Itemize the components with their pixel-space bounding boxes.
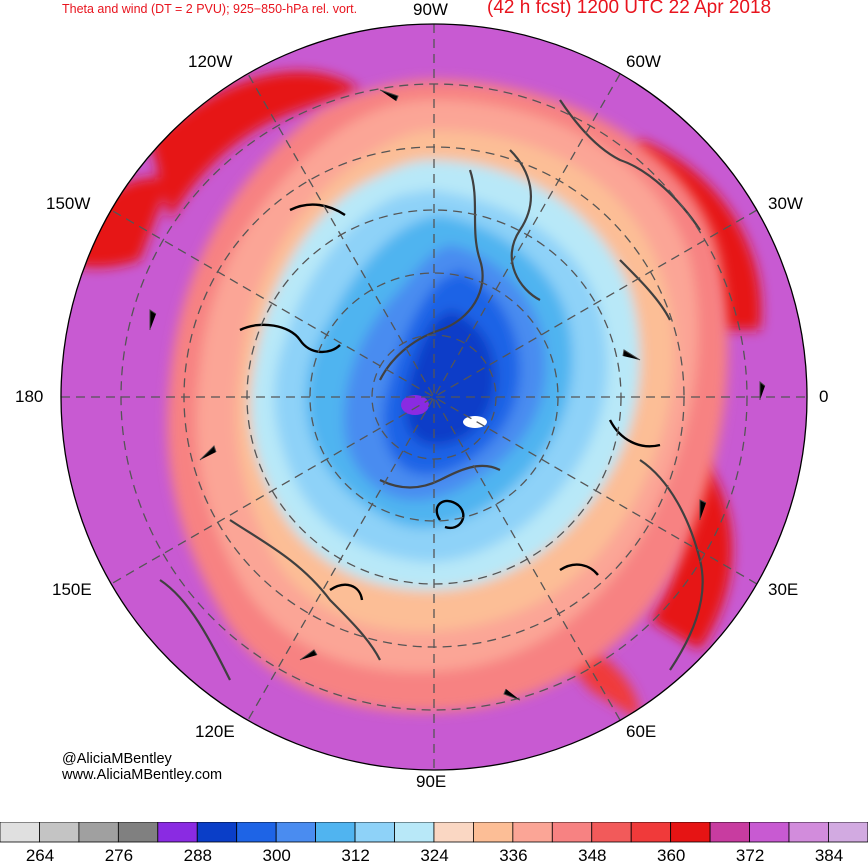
meridian [247, 73, 621, 721]
wind-barb [149, 309, 157, 330]
coastline-segment [509, 149, 541, 301]
meridian [247, 73, 621, 721]
vorticity-contour [329, 583, 364, 601]
colorbar-label: 264 [25, 846, 55, 865]
colorbar-swatch [670, 822, 711, 843]
credit-handle: @AliciaMBentley [62, 751, 172, 767]
colorbar-swatch [157, 822, 198, 843]
colorbar-swatch [315, 822, 356, 843]
colorbar-swatch [828, 822, 868, 843]
colorbar-label: 336 [499, 846, 528, 865]
vorticity-contour [608, 419, 661, 448]
colorbar-swatch [78, 822, 119, 843]
colorbar-label: 300 [262, 846, 291, 865]
colorbar-label: 276 [104, 846, 134, 865]
colorbar-swatch [749, 822, 790, 843]
colorbar-swatch [236, 822, 277, 843]
colorbar-swatch [630, 822, 672, 843]
vorticity-contour [559, 563, 599, 576]
wind-barb [622, 349, 641, 361]
wind-barb [299, 649, 318, 661]
colorbar-label: 360 [657, 846, 686, 865]
lon-label-120w: 120W [188, 52, 233, 71]
colorbar-label: 372 [735, 846, 765, 865]
colorbar-swatch [394, 822, 435, 843]
colorbar-label: 312 [341, 846, 370, 865]
vorticity-contour [435, 499, 465, 530]
colorbar-label: 384 [814, 846, 844, 865]
colorbar-swatch [196, 822, 238, 843]
colorbar-swatch [0, 822, 40, 843]
graticule [61, 24, 807, 770]
wind-barb [699, 499, 707, 520]
vorticity-contours [239, 203, 661, 601]
meridian [110, 209, 758, 585]
theta-min-purple [401, 395, 429, 415]
vorticity-contour [289, 203, 346, 217]
colorbar-swatch [512, 822, 553, 843]
vorticity-contour [239, 323, 341, 354]
lon-label-30w: 30W [768, 194, 803, 213]
lon-label-90e: 90E [416, 772, 447, 791]
wind-barb [199, 445, 217, 461]
colorbar-swatch [788, 822, 829, 843]
colorbar-swatch [433, 822, 474, 843]
coastline-segment [229, 519, 381, 661]
lon-label-30e: 30E [768, 580, 799, 599]
lon-label-120e: 120E [195, 722, 235, 741]
coastline-segment [379, 464, 501, 489]
chart-title-left: Theta and wind (DT = 2 PVU); 925−850-hPa… [62, 2, 358, 16]
colorbar-swatch [117, 822, 159, 843]
colorbar-swatch [39, 822, 80, 843]
chart-title-right: (42 h fcst) 1200 UTC 22 Apr 2018 [487, 0, 772, 18]
theta-min-white [463, 416, 487, 428]
coastline-segment [619, 259, 671, 321]
theta-field [61, 24, 807, 770]
lon-label-0: 0 [819, 387, 829, 406]
coastline-segment [159, 579, 231, 681]
lon-label-180: 180 [15, 387, 44, 406]
credit-website: www.AliciaMBentley.com [62, 767, 223, 783]
wind-barb [503, 688, 521, 701]
map-border [60, 23, 808, 771]
colorbar-swatch [275, 822, 316, 843]
colorbar-label: 348 [578, 846, 607, 865]
lon-label-60w: 60W [626, 52, 661, 71]
colorbar-label: 288 [183, 846, 212, 865]
theta-band-red-nw [150, 71, 360, 221]
wind-barbs [149, 89, 766, 701]
coastline-segment [639, 459, 704, 671]
wind-barb [759, 380, 766, 400]
colorbar-swatch [591, 822, 632, 843]
colorbar-label: 324 [420, 846, 449, 865]
colorbar-swatch [472, 822, 514, 843]
lon-label-60e: 60E [626, 722, 657, 741]
colorbar [0, 822, 868, 843]
colorbar-swatch [551, 822, 593, 843]
theta-band-deepblue [405, 310, 496, 446]
lon-label-90w: 90W [413, 0, 448, 19]
lon-label-150e: 150E [52, 580, 92, 599]
lon-label-150w: 150W [46, 194, 91, 213]
colorbar-swatch [709, 822, 750, 843]
meridian [110, 209, 758, 585]
colorbar-swatch [354, 822, 395, 843]
wind-barb [379, 89, 399, 102]
